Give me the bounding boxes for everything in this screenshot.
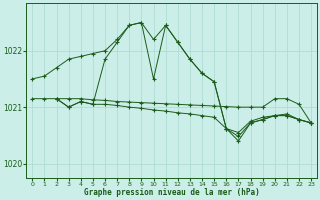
X-axis label: Graphe pression niveau de la mer (hPa): Graphe pression niveau de la mer (hPa) — [84, 188, 260, 197]
